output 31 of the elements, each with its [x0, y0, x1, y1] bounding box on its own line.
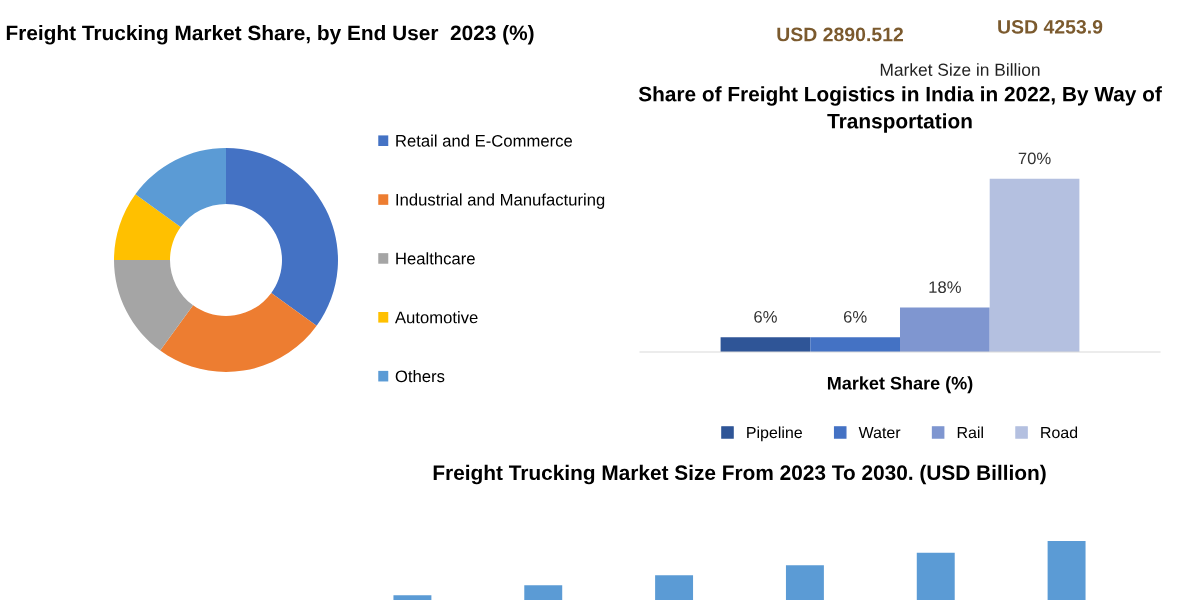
legend-label: Rail: [957, 426, 983, 439]
chart-title: Freight Trucking Market Size From 2023 To 2030. (USD Billion): [433, 464, 1046, 485]
legend-label: Retail and E-Commerce: [396, 134, 573, 147]
data-label: 6%: [754, 310, 777, 323]
bar: [393, 595, 432, 600]
text: USD 2890.512: [777, 27, 903, 42]
legend-label: Industrial and Manufacturing: [396, 193, 605, 209]
data-label: 18%: [929, 281, 961, 294]
donut-slice: [226, 148, 338, 326]
legend-label: Water: [858, 427, 901, 439]
legend-label: Healthcare: [396, 252, 475, 265]
legend-label: Road: [1041, 426, 1078, 439]
x-axis-title: Market Share (%): [827, 376, 973, 394]
bar: [785, 565, 824, 600]
chart-title: Freight Trucking Market Share, by End User 2023 (%): [6, 25, 534, 45]
donut-slice: [160, 292, 317, 372]
bar: [1047, 541, 1086, 600]
donut-slice: [114, 260, 194, 351]
donut-slice: [114, 194, 181, 260]
legend-label: Others: [395, 369, 445, 383]
bar: [655, 575, 694, 600]
text: USD 4253.9: [998, 19, 1103, 34]
bar: [524, 585, 563, 600]
legend-label: Automotive: [394, 311, 478, 324]
data-label: 70%: [1018, 152, 1051, 165]
data-label: 6%: [843, 310, 867, 323]
text: Market Size in Billion: [880, 63, 1040, 76]
bar: [916, 552, 955, 600]
donut-slice: [135, 148, 226, 228]
legend-label: Pipeline: [747, 426, 802, 442]
chart-title: Share of Freight Logistics in India in 2022, By Way of Transportation: [638, 86, 1162, 133]
